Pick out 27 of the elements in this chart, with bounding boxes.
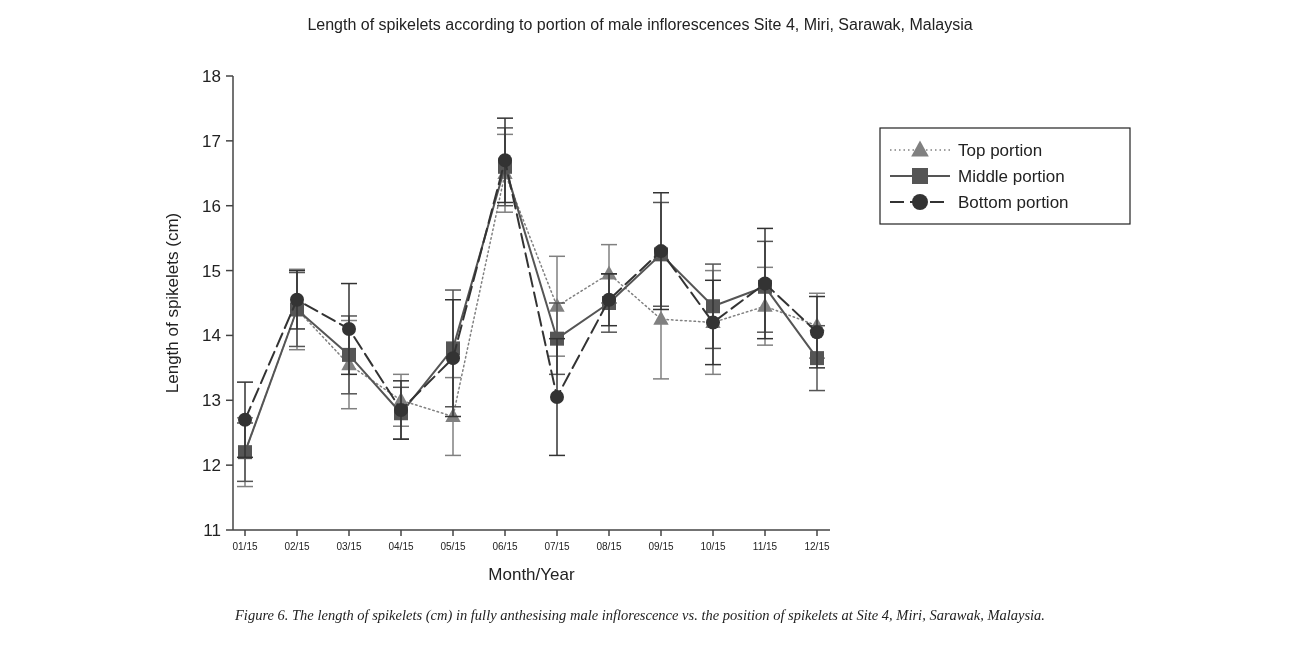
x-tick-label: 09/15 (648, 541, 674, 552)
x-tick-label: 03/15 (336, 541, 362, 552)
x-tick-label: 01/15 (232, 541, 258, 552)
legend-label: Top portion (958, 140, 1043, 160)
legend-label: Bottom portion (958, 192, 1069, 212)
x-axis-title: Month/Year (488, 565, 575, 584)
y-tick-label: 12 (202, 456, 221, 476)
y-tick-label: 16 (202, 196, 221, 216)
y-tick-label: 18 (202, 66, 221, 86)
y-tick-label: 13 (202, 391, 221, 411)
y-tick-label: 15 (202, 261, 221, 281)
x-tick-label: 11/15 (752, 541, 778, 552)
y-axis-title: Length of spikelets (cm) (163, 212, 182, 394)
chart-title: Length of spikelets according to portion of male inflorescences Site 4, Miri, Sarawak, Malaysia (307, 16, 973, 33)
x-tick-label: 12/15 (804, 541, 830, 552)
x-tick-label: 04/15 (388, 541, 414, 552)
x-tick-label: 07/15 (544, 541, 570, 552)
x-tick-label: 02/15 (284, 541, 310, 552)
x-tick-label: 08/15 (596, 541, 622, 552)
x-tick-label: 10/15 (700, 541, 726, 552)
x-tick-label: 05/15 (440, 541, 466, 552)
y-tick-label: 11 (203, 520, 221, 540)
caption: Figure 6. The length of spikelets (cm) in fully anthesising male inflorescence vs. the position of spikelets at Site 4, Miri, Sarawak, Malaysia. (234, 607, 1045, 624)
x-tick-label: 06/15 (492, 541, 518, 552)
y-tick-label: 14 (202, 326, 221, 346)
legend-label: Middle portion (958, 166, 1065, 186)
y-tick-label: 17 (202, 131, 221, 151)
